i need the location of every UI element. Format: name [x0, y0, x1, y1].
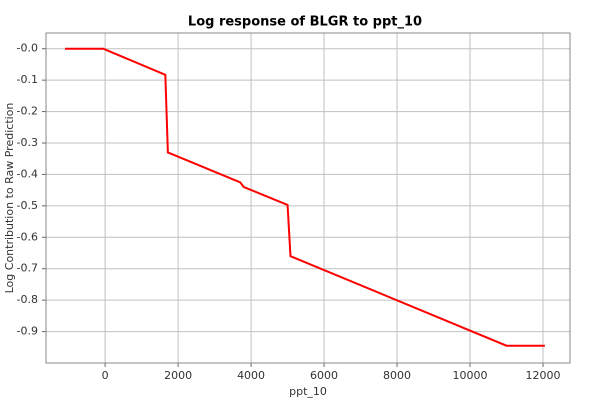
y-tick-label: -0.0 — [17, 42, 38, 55]
plot-border — [45, 32, 571, 364]
x-tick-label: 8000 — [383, 369, 411, 382]
x-axis-label: ppt_10 — [289, 385, 327, 398]
y-tick-label: -0.1 — [17, 73, 38, 86]
x-tick-label: 2000 — [164, 369, 192, 382]
y-tick-label: -0.2 — [17, 105, 38, 118]
x-tick-label: 10000 — [453, 369, 488, 382]
x-tick-label: 6000 — [310, 369, 338, 382]
y-tick-label: -0.8 — [17, 293, 38, 306]
y-tick-label: -0.5 — [17, 199, 38, 212]
y-tick-label: -0.9 — [17, 325, 38, 338]
line-series — [64, 47, 545, 347]
y-tick-label: -0.6 — [17, 230, 38, 243]
y-tick-label: -0.7 — [17, 262, 38, 275]
y-tick-label: -0.3 — [17, 136, 38, 149]
y-tick-label: -0.4 — [17, 167, 38, 180]
x-tick-label: 0 — [102, 369, 109, 382]
plot-area — [46, 33, 570, 363]
y-axis-label: Log Contribution to Raw Prediction — [3, 103, 16, 294]
chart-title: Log response of BLGR to ppt_10 — [188, 15, 422, 30]
x-tick-label: 4000 — [237, 369, 265, 382]
x-tick-label: 12000 — [525, 369, 560, 382]
